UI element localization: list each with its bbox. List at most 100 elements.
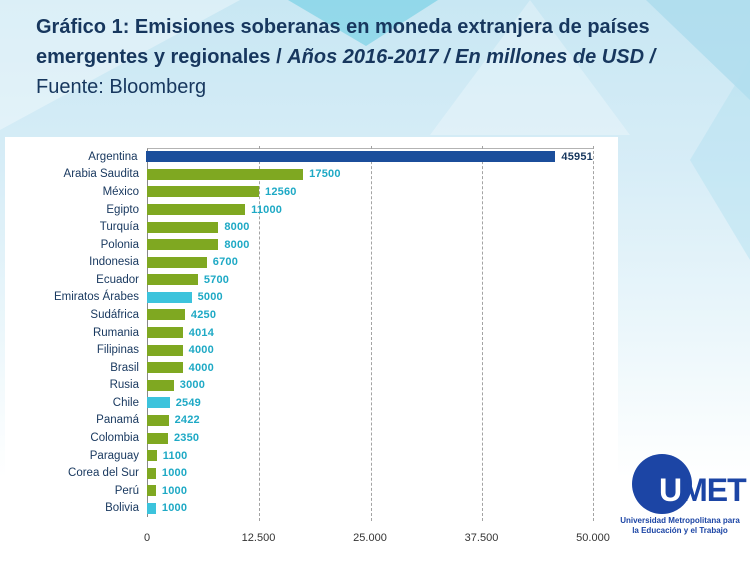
umet-logo-acronym: UMET (659, 472, 747, 508)
value-label: 45951 (561, 150, 593, 163)
value-label: 1000 (161, 467, 188, 480)
bar-track: 12560 (147, 183, 593, 201)
chart-row: Rusia 3000 (5, 377, 593, 395)
value-label: 11000 (251, 203, 283, 216)
value-label: 17500 (309, 168, 341, 181)
umet-logo-circle-icon (632, 454, 692, 514)
chart-row: Rumania 4014 (5, 324, 593, 342)
bar-track: 1100 (147, 447, 593, 465)
value-label: 5000 (197, 291, 223, 304)
value-bar (147, 239, 219, 251)
grid-line (593, 146, 594, 521)
chart-row: Filipinas 4000 (5, 341, 593, 359)
value-label: 1000 (161, 484, 188, 497)
value-bar (147, 502, 156, 514)
category-label: Rusia (109, 379, 139, 392)
slide-title: Gráfico 1: Emisiones soberanas en moneda… (36, 12, 724, 102)
chart-row: Chile 2549 (5, 394, 593, 412)
value-bar (147, 291, 192, 303)
x-tick-label: 37.500 (464, 532, 499, 544)
value-bar (147, 309, 185, 321)
category-label: Paraguay (89, 449, 139, 462)
value-label: 6700 (212, 256, 239, 269)
chart-row: Paraguay 1100 (5, 447, 593, 465)
value-bar (147, 204, 246, 216)
bar-track: 2350 (147, 429, 593, 447)
value-bar (147, 327, 183, 339)
chart-row: México 12560 (5, 183, 593, 201)
grid-line (370, 146, 372, 521)
bar-track: 1000 (147, 482, 593, 500)
value-bar (147, 485, 156, 497)
bar-track: 8000 (147, 218, 593, 236)
category-label: Brasil (110, 361, 139, 374)
title-subtitle: Años 2016-2017 / En millones de USD / (287, 46, 656, 68)
value-label: 3000 (179, 379, 206, 392)
umet-logo-caption: Universidad Metropolitana para la Educac… (612, 516, 748, 536)
category-label: México (102, 185, 139, 198)
value-label: 2350 (173, 432, 200, 445)
bar-track: 17500 (147, 166, 593, 184)
category-label: Indonesia (89, 256, 139, 269)
value-bar (147, 432, 168, 444)
value-bar (145, 151, 556, 163)
value-bar (147, 168, 304, 180)
value-bar (147, 221, 219, 233)
value-label: 12560 (265, 185, 297, 198)
umet-logo-caption-line1: Universidad Metropolitana para (620, 516, 740, 525)
bar-track: 4000 (147, 359, 593, 377)
value-bar (147, 450, 157, 462)
chart-row: Ecuador 5700 (5, 271, 593, 289)
chart-row: Colombia 2350 (5, 429, 593, 447)
value-label: 4014 (188, 326, 215, 339)
bar-track: 3000 (147, 377, 593, 395)
bar-track: 1000 (147, 464, 593, 482)
bar-track: 1000 (147, 500, 593, 518)
chart-body: Argentina 45951 Arabia Saudita 17500 México 1… (5, 146, 610, 544)
x-tick-label: 0 (143, 532, 151, 544)
bar-track: 2549 (147, 394, 593, 412)
bar-rows: Argentina 45951 Arabia Saudita 17500 México 1… (5, 148, 593, 517)
chart-row: Corea del Sur 1000 (5, 464, 593, 482)
category-label: Chile (112, 396, 139, 409)
category-label: Turquía (99, 221, 139, 234)
value-bar (147, 274, 198, 286)
category-label: Emiratos Árabes (53, 291, 139, 304)
chart-row: Argentina 45951 (5, 148, 593, 166)
x-tick-label: 50.000 (576, 532, 610, 544)
category-label: Corea del Sur (68, 467, 139, 480)
category-label: Bolivia (105, 502, 139, 515)
bar-track: 5000 (147, 289, 593, 307)
value-label: 4000 (188, 344, 214, 357)
value-bar (147, 256, 207, 268)
value-label: 1000 (161, 502, 188, 515)
value-bar (147, 414, 169, 426)
grid-line (481, 146, 483, 521)
bar-track: 4000 (147, 341, 593, 359)
category-label: Rumania (92, 326, 139, 339)
umet-logo-mark: UMET (612, 452, 748, 516)
value-label: 4250 (190, 308, 217, 321)
value-bar (147, 397, 170, 409)
category-label: Filipinas (96, 344, 139, 357)
category-label: Egipto (106, 203, 139, 216)
chart-row: Arabia Saudita 17500 (5, 166, 593, 184)
chart-row: Egipto 11000 (5, 201, 593, 219)
category-label: Perú (114, 484, 139, 497)
chart-row: Panamá 2422 (5, 412, 593, 430)
value-bar (147, 186, 260, 198)
x-tick-label: 25.000 (353, 532, 387, 544)
umet-logo-caption-line2: la Educación y el Trabajo (632, 526, 728, 535)
bar-track: 8000 (147, 236, 593, 254)
category-label: Ecuador (96, 273, 139, 286)
bar-track: 5700 (147, 271, 593, 289)
value-label: 5700 (203, 273, 230, 286)
value-bar (147, 379, 174, 391)
category-label: Sudáfrica (90, 308, 139, 321)
chart-row: Sudáfrica 4250 (5, 306, 593, 324)
value-label: 1100 (162, 449, 188, 462)
value-bar (147, 362, 183, 374)
chart-panel: Argentina 45951 Arabia Saudita 17500 México 1… (5, 137, 618, 545)
grid-line (259, 146, 261, 521)
value-label: 2549 (175, 396, 202, 409)
